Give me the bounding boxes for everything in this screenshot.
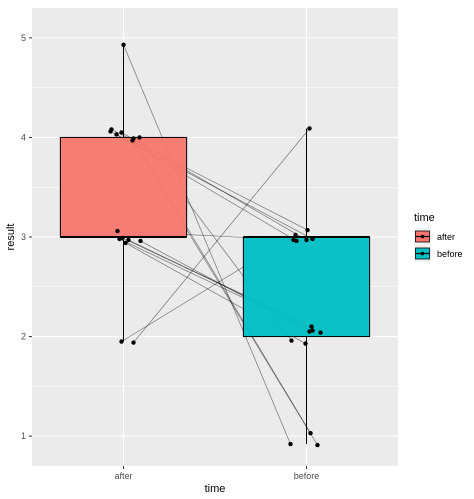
boxes xyxy=(59,44,371,445)
y-tick-label: 2 xyxy=(21,332,26,342)
point-before xyxy=(307,126,312,131)
box-body xyxy=(59,136,188,238)
legend-label: before xyxy=(437,249,463,259)
point-before xyxy=(304,237,309,243)
point-after xyxy=(131,340,136,345)
legend-key-point xyxy=(420,251,425,256)
legend-item-before: before xyxy=(414,245,463,262)
y-tick-label: 1 xyxy=(21,431,26,441)
point-before xyxy=(309,324,314,329)
box-body xyxy=(242,236,371,338)
point-before xyxy=(291,237,296,243)
point-before xyxy=(289,338,294,343)
point-after xyxy=(130,138,135,143)
point-after xyxy=(123,240,128,246)
legend-item-after: after xyxy=(414,228,455,245)
y-axis-title: result xyxy=(5,224,17,251)
x-axis: after before xyxy=(114,466,319,481)
point-before xyxy=(293,232,298,238)
point-before xyxy=(308,430,313,436)
box-after xyxy=(59,44,188,342)
x-tick-label: before xyxy=(294,471,320,481)
point-after xyxy=(108,129,113,134)
point-before xyxy=(310,236,315,242)
x-axis-title: time xyxy=(205,483,226,495)
point-after xyxy=(119,339,124,344)
point-after xyxy=(137,135,142,140)
point-after xyxy=(121,42,126,48)
legend: time after before xyxy=(414,212,463,262)
legend-title: time xyxy=(414,212,435,224)
point-after xyxy=(126,237,131,243)
y-tick-label: 3 xyxy=(21,232,26,242)
y-axis: 1 2 3 4 5 xyxy=(21,33,32,441)
points xyxy=(108,42,323,448)
point-before xyxy=(318,330,323,335)
legend-key-point xyxy=(420,234,425,239)
point-after xyxy=(114,132,119,137)
pair-line xyxy=(133,128,310,343)
point-after xyxy=(117,236,122,242)
point-before xyxy=(303,341,308,346)
legend-label: after xyxy=(437,232,455,242)
y-tick-label: 4 xyxy=(21,132,26,142)
box-before xyxy=(242,128,371,445)
y-tick-label: 5 xyxy=(21,33,26,43)
point-before xyxy=(305,227,310,233)
point-after xyxy=(119,130,124,135)
point-after xyxy=(115,228,120,234)
point-before xyxy=(288,441,293,447)
point-before xyxy=(315,442,320,448)
point-before xyxy=(307,329,312,334)
x-tick-label: after xyxy=(114,471,132,481)
pair-line xyxy=(123,44,291,445)
point-after xyxy=(138,238,143,244)
